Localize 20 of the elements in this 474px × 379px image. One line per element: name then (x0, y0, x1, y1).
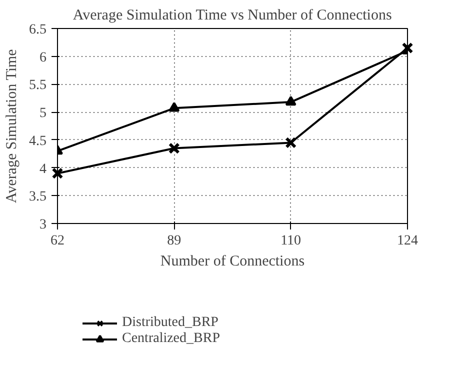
x-tick-label: 89 (167, 234, 182, 248)
y-tick-label: 5.5 (29, 78, 46, 94)
y-tick-label: 3 (40, 218, 46, 232)
chart-title: Average Simulation Time vs Number of Connections (72, 8, 392, 24)
y-tick-label: 6 (40, 50, 46, 66)
x-tick-label: 110 (280, 234, 302, 248)
y-tick-label: 3.5 (29, 190, 46, 205)
y-axis-title: Average Simulation Time (4, 48, 20, 204)
x-tick-label: 124 (397, 234, 418, 248)
legend-label: Distributed_BRP (122, 315, 218, 331)
y-tick-label: 6.5 (29, 22, 46, 38)
x-tick-label: 62 (50, 234, 64, 248)
y-tick-label: 5 (40, 106, 46, 122)
x-axis-title: Number of Connections (160, 254, 305, 270)
y-tick-label: 4.5 (29, 134, 46, 149)
point (168, 142, 180, 154)
y-tick-label: 4 (40, 162, 46, 177)
point (52, 168, 64, 180)
legend-label: Centralized_BRP (122, 331, 220, 347)
point (285, 136, 297, 148)
